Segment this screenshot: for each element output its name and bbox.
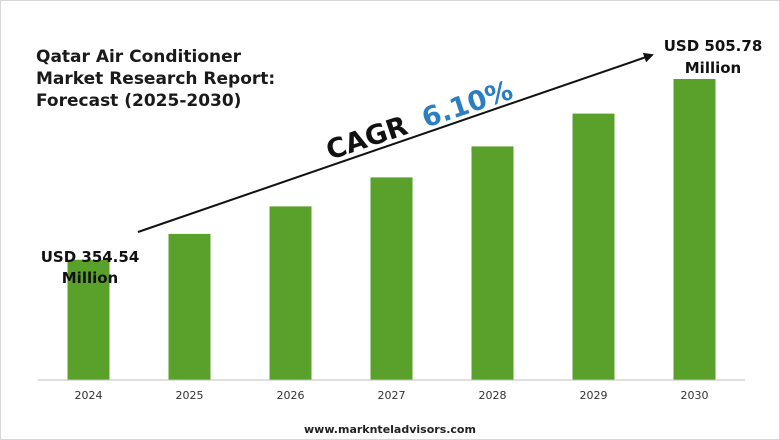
start-value-label: USD 354.54 — [41, 248, 140, 266]
footer-url[interactable]: www.marknteladvisors.com — [304, 423, 476, 436]
bar-2024 — [67, 259, 110, 380]
bar-2027 — [370, 177, 413, 380]
end-unit-label: Million — [685, 59, 741, 77]
x-tick-2029: 2029 — [580, 389, 608, 402]
bar-2030 — [673, 79, 716, 380]
bar-2025 — [168, 233, 211, 380]
x-tick-labels: 2024 2025 2026 2027 2028 2029 2030 — [75, 389, 709, 402]
x-tick-2028: 2028 — [479, 389, 507, 402]
cagr-value: 6.10% — [418, 75, 517, 134]
bar-2026 — [269, 206, 312, 380]
cagr-arrow — [137, 52, 654, 233]
start-unit-label: Million — [62, 269, 118, 287]
bar-2029 — [572, 113, 615, 380]
bars-layer — [67, 79, 716, 380]
end-value-label: USD 505.78 — [664, 37, 763, 55]
x-tick-2027: 2027 — [378, 389, 406, 402]
x-tick-2030: 2030 — [681, 389, 709, 402]
x-tick-2025: 2025 — [176, 389, 204, 402]
cagr-label: CAGR — [322, 111, 411, 167]
x-tick-2024: 2024 — [75, 389, 103, 402]
x-tick-2026: 2026 — [277, 389, 305, 402]
chart-title: Qatar Air Conditioner Market Research Re… — [36, 47, 276, 111]
bar-2028 — [471, 146, 514, 380]
